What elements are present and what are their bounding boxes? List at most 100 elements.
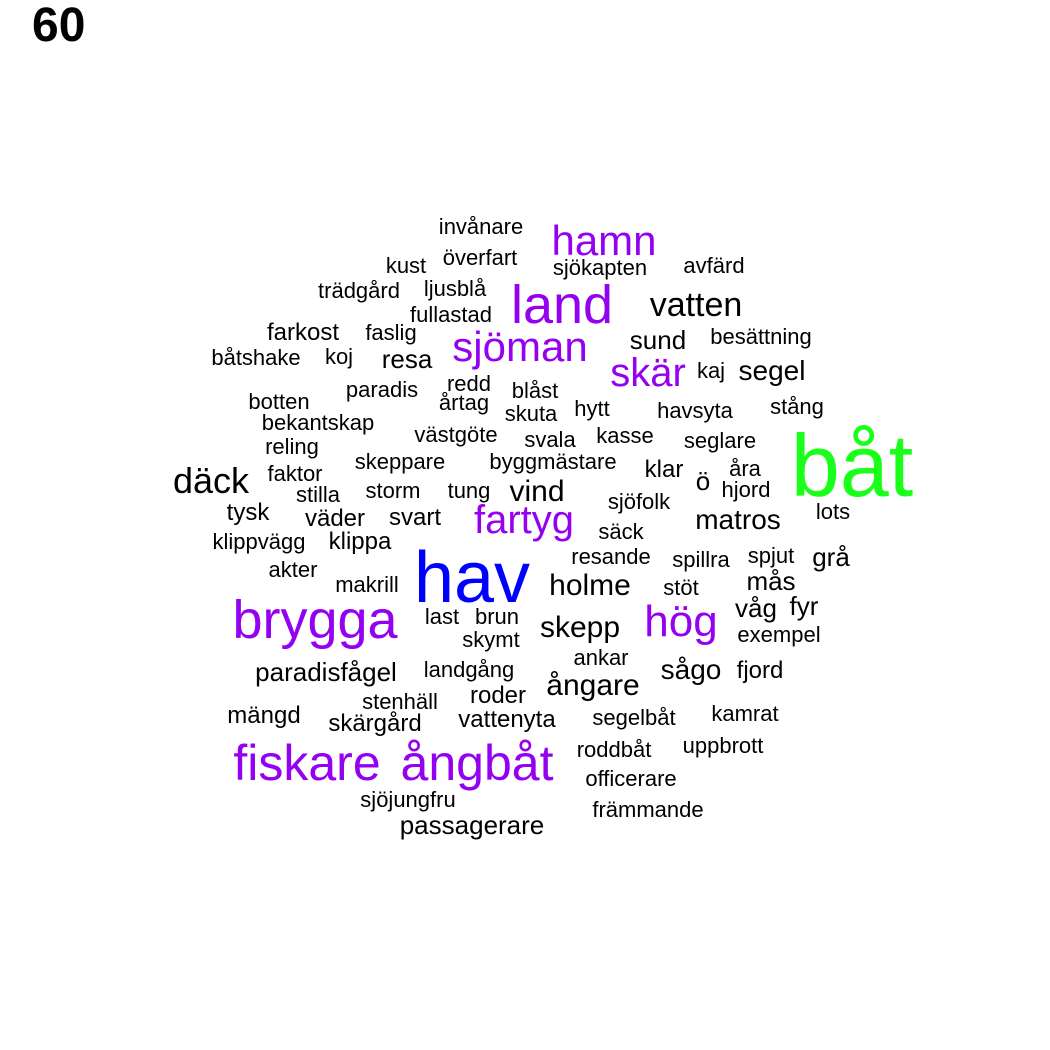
word-paradisfagel: paradisfågel (255, 657, 397, 687)
word-bat: båt (790, 416, 914, 515)
word-resa: resa (381, 344, 433, 374)
word-lots: lots (815, 499, 851, 524)
word-segel: segel (738, 355, 806, 386)
word-batshake: båtshake (211, 345, 301, 370)
word-skar: skär (610, 351, 686, 395)
word-stenhall: stenhäll (362, 689, 438, 714)
word-tradgard: trädgård (318, 278, 400, 303)
word-fjord: fjord (736, 657, 784, 684)
word-hamn: hamn (551, 217, 657, 264)
word-mangd: mängd (227, 702, 301, 729)
word-stang: stång (770, 394, 824, 419)
word-officerare: officerare (585, 766, 677, 791)
word-hav: hav (413, 538, 531, 618)
word-segelbat: segelbåt (592, 705, 676, 730)
word-invanare: invånare (438, 214, 524, 239)
word-hytt: hytt (574, 396, 610, 421)
word-skuta: skuta (504, 401, 558, 426)
word-resande: resande (571, 544, 651, 569)
word-matros: matros (695, 504, 781, 535)
word-fullastad: fullastad (410, 302, 492, 327)
word-havsyta: havsyta (657, 398, 733, 423)
word-sjoman: sjöman (452, 323, 588, 370)
word-skymt: skymt (462, 627, 520, 652)
word-seglare: seglare (683, 428, 757, 453)
word-avfard: avfärd (683, 253, 745, 278)
word-tysk: tysk (226, 499, 270, 526)
word-fartyg: fartyg (473, 498, 575, 542)
word-overfart: överfart (442, 245, 518, 270)
word-sjofolk: sjöfolk (607, 489, 671, 514)
word-klippvagg: klippvägg (212, 529, 306, 554)
word-faslig: faslig (365, 320, 417, 345)
word-bekantskap: bekantskap (261, 410, 375, 435)
word-land: land (510, 275, 614, 335)
word-faktor: faktor (267, 461, 323, 486)
word-akter: akter (268, 557, 318, 582)
word-reling: reling (265, 434, 319, 459)
word-hjord: hjord (721, 477, 771, 502)
word-farkost: farkost (266, 319, 340, 346)
word-ankar: ankar (573, 645, 629, 670)
chart-number-label: 60 (32, 0, 86, 52)
word-o: ö (695, 466, 711, 496)
word-koj: koj (324, 344, 354, 369)
word-gra: grå (812, 542, 850, 572)
word-makrill: makrill (335, 572, 399, 597)
word-hog: hög (644, 597, 718, 646)
word-besattning: besättning (710, 324, 812, 349)
word-ljusbla: ljusblå (423, 276, 487, 301)
word-exempel: exempel (737, 622, 821, 647)
word-tung: tung (447, 478, 491, 503)
word-mas: mås (746, 566, 796, 596)
word-kust: kust (385, 253, 427, 278)
word-redd: redd (446, 371, 492, 396)
word-uppbrott: uppbrott (682, 733, 764, 758)
word-blast: blåst (511, 378, 559, 403)
word-spjut: spjut (747, 543, 795, 568)
word-brun: brun (474, 604, 520, 629)
word-angbat: ångbåt (400, 735, 554, 791)
word-sago: sågo (660, 654, 722, 685)
word-botten: botten (248, 389, 310, 414)
word-klar: klar (644, 456, 684, 483)
word-klippa: klippa (328, 528, 392, 555)
word-sack: säck (598, 519, 644, 544)
word-angare: ångare (546, 669, 640, 702)
word-svala: svala (524, 427, 576, 452)
word-passagerare: passagerare (399, 810, 545, 840)
word-frammande: främmande (592, 797, 704, 822)
word-fiskare: fiskare (233, 735, 381, 791)
word-ara: åra (729, 456, 761, 481)
word-roder: roder (469, 682, 527, 709)
word-sund: sund (629, 325, 687, 355)
word-byggmastare: byggmästare (489, 449, 617, 474)
word-brygga: brygga (232, 590, 398, 650)
word-kaj: kaj (696, 358, 726, 383)
word-sjokapten: sjökapten (552, 255, 648, 280)
word-skepp: skepp (539, 611, 621, 644)
word-skargard: skärgård (328, 710, 422, 737)
word-vader: väder (304, 505, 366, 532)
word-paradis: paradis (345, 377, 419, 402)
word-stilla: stilla (295, 482, 341, 507)
word-kamrat: kamrat (711, 701, 779, 726)
word-roddbat: roddbåt (576, 737, 652, 762)
word-holme: holme (549, 569, 631, 602)
word-spillra: spillra (672, 547, 730, 572)
word-vag: våg (735, 593, 777, 623)
word-svart: svart (388, 504, 442, 531)
word-landgang: landgång (423, 657, 515, 682)
word-storm: storm (365, 478, 421, 503)
word-kasse: kasse (596, 423, 654, 448)
word-sjojungfru: sjöjungfru (360, 787, 456, 812)
word-vastgote: västgöte (414, 422, 498, 447)
word-stot: stöt (663, 575, 699, 600)
word-vattenyta: vattenyta (458, 706, 556, 733)
word-last: last (424, 604, 460, 629)
word-artag: årtag (438, 390, 490, 415)
word-vind: vind (509, 475, 565, 508)
word-fyr: fyr (789, 591, 819, 621)
word-vatten: vatten (649, 286, 743, 324)
